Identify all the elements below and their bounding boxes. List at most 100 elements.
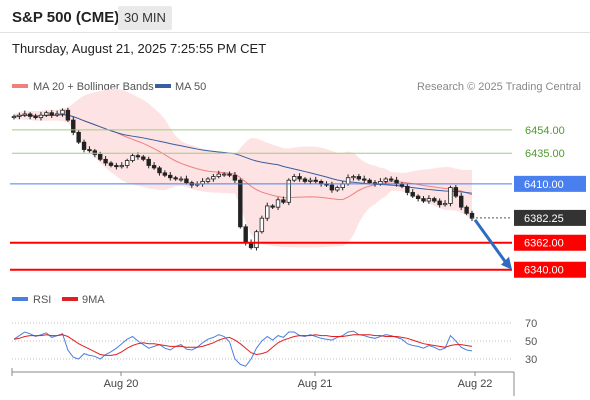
ma50-legend-swatch <box>155 84 171 88</box>
candle-up <box>221 173 227 176</box>
bollinger-band <box>14 88 472 248</box>
candle-down <box>453 187 459 197</box>
ma20-legend-swatch <box>12 84 28 88</box>
candle-down <box>103 158 108 164</box>
candle-up <box>426 198 432 202</box>
candle-down <box>394 179 399 185</box>
candle-down <box>297 176 302 180</box>
rsi-tick-label: 30 <box>525 354 537 366</box>
candle-down <box>49 112 54 116</box>
candle-up <box>22 113 27 116</box>
price-levels: 6454.00 6435.00 6410.00 6382.25 6362.00 6340.… <box>10 125 586 278</box>
support-level-badge <box>514 261 586 278</box>
candle-up <box>351 176 356 179</box>
support-level-badge <box>514 234 586 251</box>
candle-down <box>464 206 469 214</box>
candle-down <box>421 198 426 202</box>
level-label: 6435.00 <box>525 148 565 160</box>
trade-idea-arrow-head <box>501 256 512 270</box>
candle-up <box>286 179 291 203</box>
rsi-ma-legend-swatch <box>62 297 78 301</box>
candle-up <box>60 109 65 115</box>
candle-down <box>27 113 33 117</box>
candle-up <box>38 114 44 119</box>
candle-up <box>211 176 216 180</box>
trade-idea-arrow-shaft <box>473 219 508 264</box>
candle-down <box>146 158 151 166</box>
pivot-level-badge <box>514 175 586 192</box>
candle-down <box>405 185 410 193</box>
x-axis: Aug 20 Aug 21 Aug 22 <box>11 368 515 396</box>
candle-down <box>173 177 178 180</box>
current-level-badge <box>514 209 586 226</box>
candle-down <box>410 192 415 197</box>
candle-up <box>11 116 17 119</box>
candle-down <box>243 226 248 244</box>
header-divider <box>0 32 590 33</box>
candle-up <box>178 178 184 181</box>
candle-down <box>162 172 168 176</box>
candle-up <box>448 187 453 204</box>
candle-down <box>459 195 464 208</box>
candle-up <box>44 112 49 116</box>
rsi-ma-line <box>13 334 473 356</box>
ma50-line <box>13 114 473 194</box>
level-label: 6454.00 <box>525 125 565 137</box>
candle-up <box>254 231 259 249</box>
ma20-legend-label: MA 20 + Bollinger Bands <box>33 81 154 93</box>
candle-up <box>275 199 281 208</box>
candle-down <box>98 154 103 160</box>
chart-header: S&P 500 (CME) 30 MIN <box>0 0 590 36</box>
candle-up <box>205 178 211 182</box>
candle-down <box>168 174 173 179</box>
candle-down <box>238 179 243 228</box>
rsi-legend-swatch <box>12 297 28 301</box>
candle-down <box>362 178 367 181</box>
candle-down <box>71 119 76 133</box>
candle-up <box>124 160 130 166</box>
level-label: 6410.00 <box>524 179 564 191</box>
candle-up <box>54 113 60 116</box>
candle-up <box>265 205 270 219</box>
rsi-ma-legend-label: 9MA <box>82 294 105 306</box>
candle-down <box>81 141 87 150</box>
candle-up <box>335 187 340 191</box>
candle-down <box>87 149 92 152</box>
candle-down <box>432 198 437 202</box>
x-tick-label: Aug 21 <box>298 378 333 390</box>
rsi-legend-label: RSI <box>33 294 51 306</box>
candle-up <box>291 176 297 181</box>
candle-down <box>135 155 141 158</box>
candle-up <box>308 179 313 182</box>
candle-down <box>114 165 119 168</box>
rsi-tick-label: 50 <box>525 336 537 348</box>
candle-up <box>17 114 22 117</box>
candle-down <box>367 179 372 184</box>
candle-down <box>65 109 71 121</box>
x-tick-label: Aug 20 <box>104 378 139 390</box>
candle-down <box>302 178 308 182</box>
candle-down <box>151 165 157 169</box>
price-plot <box>11 88 475 251</box>
timeframe-badge[interactable]: 30 MIN <box>118 6 172 30</box>
chart-datetime: Thursday, August 21, 2025 7:25:55 PM CET <box>12 41 267 56</box>
rsi-plot: 70 50 30 <box>12 318 537 367</box>
rsi-tick-label: 70 <box>525 318 537 330</box>
candle-up <box>383 178 388 182</box>
candle-down <box>356 176 362 180</box>
candle-down <box>92 150 98 155</box>
candle-down <box>281 199 286 203</box>
level-label: 6362.00 <box>524 238 564 250</box>
candle-down <box>227 173 232 176</box>
level-label: 6382.25 <box>524 213 564 225</box>
candle-down <box>415 195 421 199</box>
candle-up <box>216 173 221 177</box>
candle-down <box>437 200 442 206</box>
candle-down <box>141 156 146 160</box>
ma50-legend-label: MA 50 <box>175 81 206 93</box>
x-tick-label: Aug 22 <box>458 378 493 390</box>
candle-up <box>130 155 135 161</box>
candle-down <box>157 167 162 174</box>
candle-up <box>345 177 351 185</box>
